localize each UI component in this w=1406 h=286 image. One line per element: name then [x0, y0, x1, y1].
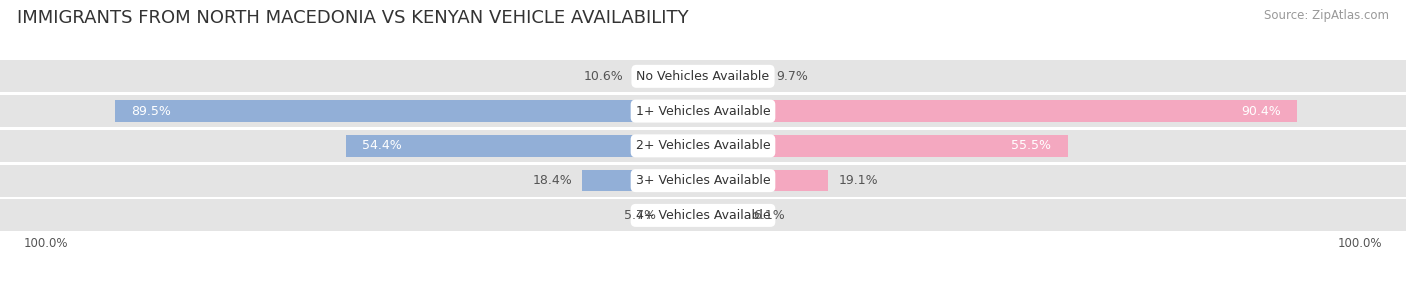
Bar [115, 100, 703, 122]
Bar [665, 204, 703, 226]
Bar [0, 130, 1406, 162]
Bar [582, 170, 703, 191]
Bar [703, 65, 766, 87]
Text: 10.6%: 10.6% [583, 70, 623, 83]
Bar [703, 135, 1067, 157]
Text: 55.5%: 55.5% [1011, 139, 1052, 152]
Bar [0, 95, 1406, 127]
Text: 5.7%: 5.7% [624, 209, 655, 222]
Text: Source: ZipAtlas.com: Source: ZipAtlas.com [1264, 9, 1389, 21]
Bar [703, 170, 828, 191]
Bar [0, 60, 1406, 92]
Bar [633, 65, 703, 87]
Text: No Vehicles Available: No Vehicles Available [637, 70, 769, 83]
Text: 19.1%: 19.1% [838, 174, 877, 187]
Bar [0, 199, 1406, 231]
Bar [703, 100, 1296, 122]
Text: 90.4%: 90.4% [1240, 105, 1281, 118]
Bar [346, 135, 703, 157]
Text: IMMIGRANTS FROM NORTH MACEDONIA VS KENYAN VEHICLE AVAILABILITY: IMMIGRANTS FROM NORTH MACEDONIA VS KENYA… [17, 9, 689, 27]
Text: 1+ Vehicles Available: 1+ Vehicles Available [636, 105, 770, 118]
Text: 3+ Vehicles Available: 3+ Vehicles Available [636, 174, 770, 187]
Text: 2+ Vehicles Available: 2+ Vehicles Available [636, 139, 770, 152]
Text: 18.4%: 18.4% [533, 174, 572, 187]
Text: 6.1%: 6.1% [754, 209, 785, 222]
Text: 4+ Vehicles Available: 4+ Vehicles Available [636, 209, 770, 222]
Bar [0, 165, 1406, 196]
Bar [703, 204, 744, 226]
Text: 9.7%: 9.7% [776, 70, 808, 83]
Text: 54.4%: 54.4% [361, 139, 402, 152]
Text: 89.5%: 89.5% [131, 105, 172, 118]
